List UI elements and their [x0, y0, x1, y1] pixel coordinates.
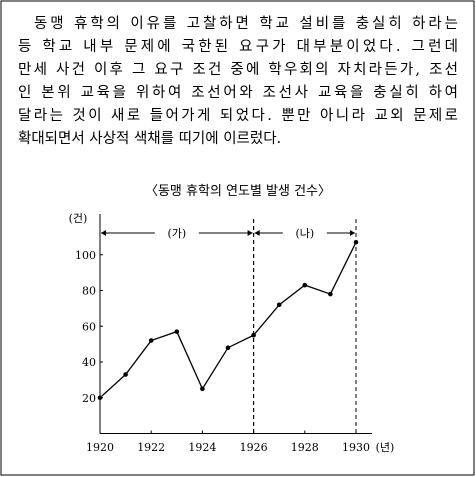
y-tick-label: 100	[75, 249, 96, 262]
data-point	[123, 372, 128, 377]
x-tick-label: 1930	[342, 441, 370, 454]
y-tick-label: 60	[82, 320, 96, 333]
paragraph-line: 달라는 것이 새로 들어가게 되었다. 뿐만 아니라 교외 문제로	[18, 107, 458, 124]
data-line	[99, 241, 357, 399]
data-point	[148, 338, 154, 343]
data-point	[353, 239, 359, 245]
x-tick-label: 1922	[137, 441, 165, 454]
data-point	[251, 332, 256, 338]
arrow-head	[101, 230, 106, 236]
y-tick-label: 20	[82, 392, 96, 405]
paragraph-line: 확대되면서 사상적 색채를 띠기에 이르렀다.	[18, 130, 281, 147]
data-point	[276, 302, 282, 308]
paragraph-line: 동맹 휴학의 이유를 고찰하면 학교 설비를 충실히 하라는	[34, 15, 458, 32]
data-point	[200, 386, 205, 392]
data-point	[225, 345, 231, 351]
y-unit: (건)	[69, 212, 88, 225]
data-point	[328, 291, 333, 297]
y-tick-label: 80	[82, 285, 96, 298]
chart-title: 〈동맹 휴학의 연도별 발생 건수〉	[145, 184, 331, 199]
x-tick-label: 1924	[188, 441, 216, 454]
data-point	[302, 282, 308, 288]
arrow-head	[254, 230, 260, 236]
paragraph-line: 인 본위 교육을 위하여 조선어와 조선사 교육을 충실히 하여	[18, 84, 458, 101]
arrow-head	[350, 230, 355, 236]
paragraph-line: 등 학교 내부 문제에 국한된 요구가 대부분이었다. 그런데	[18, 38, 458, 55]
x-tick-label: 1928	[291, 441, 319, 454]
arrow-head	[247, 230, 253, 236]
y-tick-label: 40	[82, 356, 96, 369]
period-label: (가)	[167, 227, 186, 240]
x-tick-label: 1926	[240, 441, 268, 454]
data-point	[97, 395, 103, 401]
x-tick-label: 1920	[86, 441, 114, 454]
paragraph-line: 만세 사건 이후 그 요구 조건 중에 학우회의 자치라든가, 조선	[18, 61, 458, 78]
period-label: (나)	[295, 227, 314, 240]
x-unit: (년)	[376, 441, 395, 454]
data-point	[174, 329, 180, 334]
